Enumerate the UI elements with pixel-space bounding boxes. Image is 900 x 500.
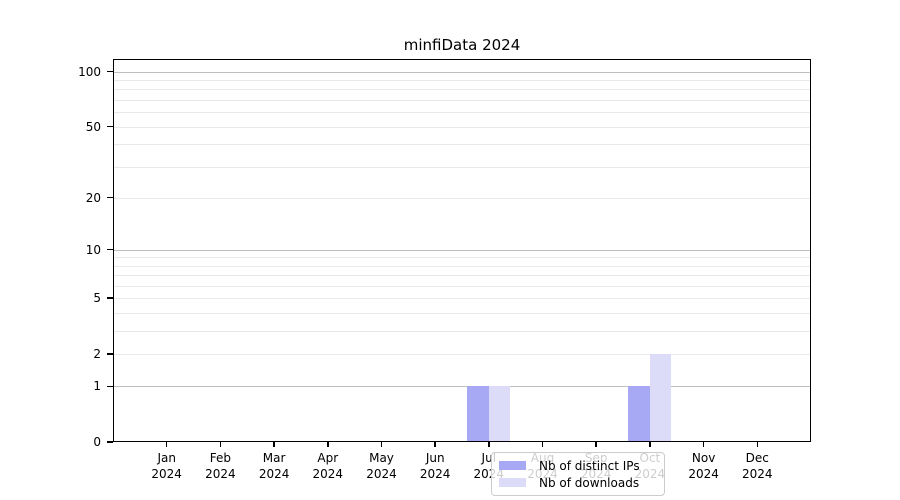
gridline-minor <box>113 89 811 91</box>
y-tick-mark <box>107 441 113 443</box>
y-tick-mark <box>107 353 113 355</box>
x-tick-label: Dec 2024 <box>725 451 789 482</box>
x-tick-mark <box>327 442 329 447</box>
legend-label-downloads: Nb of downloads <box>539 475 640 490</box>
gridline-minor <box>113 298 811 300</box>
y-tick-mark <box>107 248 113 251</box>
y-tick-mark <box>107 125 113 128</box>
gridline-minor <box>113 330 811 332</box>
x-tick-mark <box>165 442 168 447</box>
x-tick-mark <box>541 442 544 447</box>
y-tick-label: 10 <box>85 242 101 257</box>
x-tick-month: Apr <box>317 451 339 465</box>
y-tick-label: 50 <box>85 119 101 134</box>
y-tick-mark <box>107 385 113 388</box>
x-tick-month: Nov <box>691 451 716 465</box>
y-tick-label: 5 <box>93 291 101 306</box>
plot-area: Nb of distinct IPs Nb of downloads <box>113 59 811 496</box>
y-tick-label: 20 <box>85 190 101 205</box>
gridline-minor <box>113 126 811 128</box>
x-tick-month: Jun <box>425 451 445 465</box>
y-tick-mark <box>107 70 113 73</box>
x-tick-mark <box>219 442 222 447</box>
x-tick-year: 2024 <box>366 466 397 481</box>
gridline-minor <box>113 100 811 101</box>
gridline-minor <box>113 166 811 168</box>
bar-nb-of-downloads-oct <box>649 353 672 442</box>
gridline-minor <box>113 144 811 145</box>
legend-swatch-distinct-ips <box>499 461 526 470</box>
x-tick-year: 2024 <box>258 466 290 481</box>
x-tick-mark <box>595 442 597 447</box>
x-tick-year: 2024 <box>742 466 773 481</box>
x-tick-month: Feb <box>209 451 232 465</box>
x-tick-label: Apr 2024 <box>296 451 360 482</box>
gridline-minor <box>113 112 811 114</box>
x-tick-mark <box>649 442 651 447</box>
legend: Nb of distinct IPs Nb of downloads <box>491 452 665 496</box>
x-tick-label: May 2024 <box>350 451 414 482</box>
y-tick-mark <box>107 196 113 199</box>
chart-title: minfiData 2024 <box>403 36 521 54</box>
x-tick-label: Jun 2024 <box>403 451 467 482</box>
gridline-minor <box>113 285 811 287</box>
x-tick-year: 2024 <box>205 466 236 481</box>
bar-nb-of-distinct-ips-jul <box>467 386 489 442</box>
y-tick-label: 2 <box>93 346 101 361</box>
x-tick-year: 2024 <box>312 466 344 481</box>
bar-nb-of-downloads-jul <box>488 386 511 442</box>
x-tick-month: Dec <box>745 451 769 465</box>
gridline-minor <box>113 265 811 267</box>
y-tick-label: 100 <box>78 64 101 79</box>
x-tick-mark <box>488 442 490 447</box>
y-tick-label: 1 <box>93 379 101 394</box>
legend-item-downloads: Nb of downloads <box>499 474 657 491</box>
x-tick-year: 2024 <box>688 466 719 481</box>
x-tick-mark <box>380 442 383 447</box>
gridline-minor <box>113 257 811 259</box>
gridline-major <box>113 249 811 251</box>
x-tick-mark <box>273 442 275 447</box>
gridline-major <box>113 386 811 388</box>
x-tick-month: May <box>369 451 394 465</box>
x-tick-label: Jan 2024 <box>135 451 199 482</box>
legend-swatch-downloads <box>499 478 526 487</box>
x-tick-mark <box>756 442 759 447</box>
x-tick-label: Feb 2024 <box>188 451 252 482</box>
gridline-major <box>113 71 811 73</box>
y-tick-label: 0 <box>93 435 101 449</box>
legend-item-distinct-ips: Nb of distinct IPs <box>499 457 657 474</box>
x-tick-month: Mar <box>262 451 286 465</box>
x-tick-month: Jan <box>157 451 176 465</box>
x-tick-year: 2024 <box>151 466 182 481</box>
gridline-minor <box>113 353 811 355</box>
gridline-minor <box>113 312 811 314</box>
gridline-minor <box>113 275 811 277</box>
y-tick-mark <box>107 297 113 299</box>
legend-label-distinct-ips: Nb of distinct IPs <box>539 458 640 473</box>
x-tick-label: Mar 2024 <box>242 451 306 482</box>
bar-nb-of-distinct-ips-oct <box>628 386 650 442</box>
gridline-minor <box>113 197 811 199</box>
x-tick-label: Nov 2024 <box>672 451 736 482</box>
gridline-minor <box>113 80 811 82</box>
x-tick-mark <box>702 442 705 447</box>
x-tick-mark <box>434 442 436 447</box>
x-tick-year: 2024 <box>419 466 451 481</box>
